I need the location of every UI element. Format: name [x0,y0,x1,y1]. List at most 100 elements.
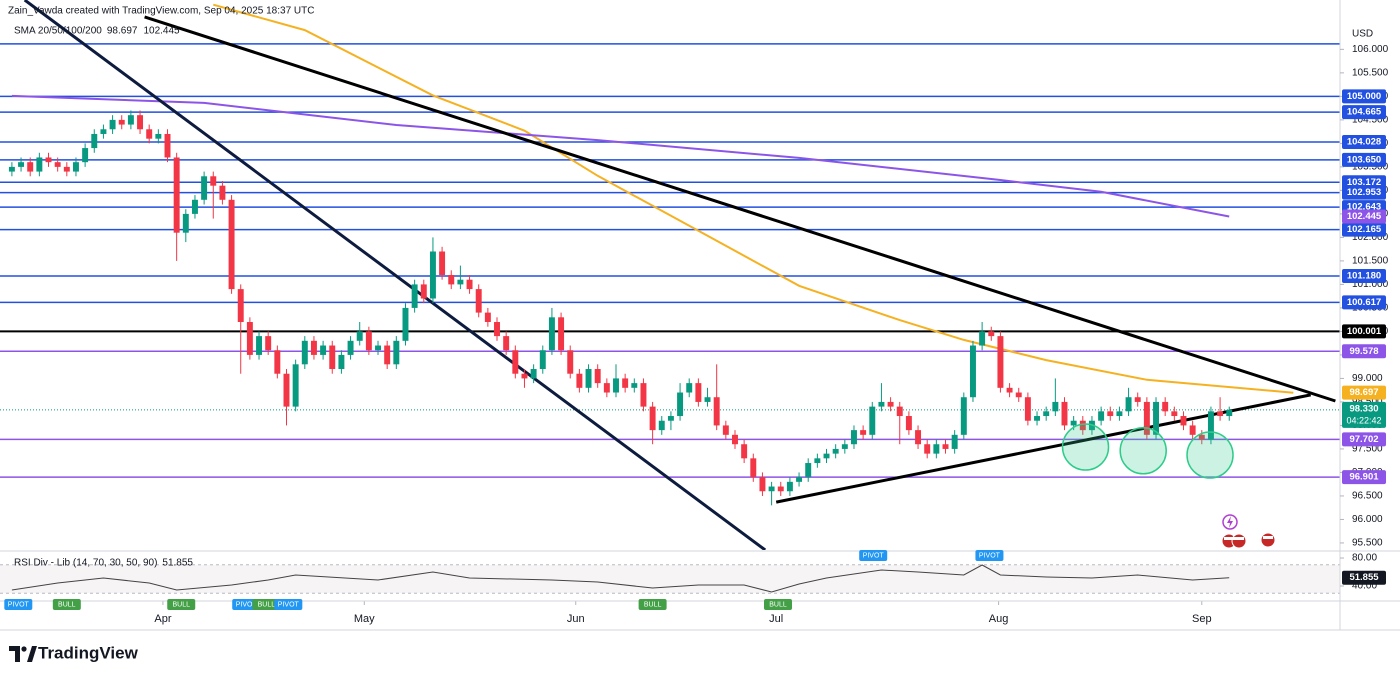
y-tick-label: 104.500 [1352,115,1389,126]
level-tag: 100.617 [1347,297,1381,308]
sma-tag: 98.697 [1349,387,1378,398]
rsi-tag: 51.855 [1349,572,1379,583]
candle-body [210,176,217,186]
logo-mark [21,646,27,652]
event-icon [1224,537,1234,540]
level-tag: 104.665 [1347,107,1382,118]
candle-body [494,322,500,337]
candle-body [704,397,711,402]
candle-body [8,166,15,172]
candle-body [732,434,738,445]
signal-badge [252,599,281,610]
candle-body [484,312,491,323]
candle-body [622,378,629,388]
candle-body [18,162,25,167]
candle-body [274,350,281,374]
candle-body [585,369,592,388]
candle-body [805,463,812,478]
candle-body [118,119,125,125]
candle-body [887,401,894,407]
candle-body [613,378,619,393]
signal-label: PIVOT [979,552,1001,559]
signal-badge [52,599,81,610]
y-tick-label: 95.500 [1352,538,1383,549]
candle-body [631,383,638,388]
candle-body [91,133,98,149]
level-tag-bg [1342,105,1386,120]
candle-body [384,345,391,365]
rsi-line [11,564,1230,593]
candle-body [146,129,153,139]
trend-line [23,0,767,550]
signal-badge [4,599,33,610]
level-tag-bg [1342,432,1386,447]
sma-line [11,94,1230,218]
x-tick-label: Jul [769,613,783,625]
candle-body [237,289,244,323]
candle-body [860,430,867,435]
level-tag-bg [1342,222,1386,237]
candle-body [1226,409,1233,417]
level-tag-bg [1342,268,1386,283]
sma-tag: 102.445 [1347,211,1382,222]
candle-body [72,162,79,172]
rsi-tick-label: 80.00 [1352,553,1377,564]
candle-body [1107,411,1114,417]
candle-body [402,307,409,341]
level-tag: 100.001 [1347,326,1382,337]
candle-body [63,166,70,172]
signal-label: PIVOT [863,552,885,559]
candle-body [182,213,189,233]
event-icon [1231,533,1247,549]
sma-tag-bg [1342,209,1386,224]
level-tag: 105.000 [1347,91,1381,102]
y-tick-label: 101.500 [1352,256,1389,267]
candle-body [979,331,986,346]
candle-body [27,162,34,172]
level-tag: 96.901 [1349,472,1379,483]
trend-line [144,15,1336,403]
candle-body [924,444,931,454]
candle-body [310,340,317,355]
candle-body [411,284,418,308]
candle-body [320,345,327,355]
candle-body [951,434,958,449]
candle-body [137,115,144,130]
candle-body [741,444,748,459]
event-icon [1227,516,1233,528]
level-tag: 102.165 [1347,224,1382,235]
brand-logo: TradingView [9,643,139,662]
candle-body [82,148,89,163]
signal-badge [975,550,1004,561]
candle-body [1116,411,1123,417]
candle-body [667,416,674,421]
candle-body [1015,392,1022,398]
signals: PIVOT BULL BULL PIVOT BULL PIVOT BULL BULLPIVOT… [4,550,1004,610]
level-tag: 97.702 [1349,434,1378,445]
candle-body [1125,397,1132,412]
rsi-pane [0,564,1340,594]
price-tags: 105.000 104.665 104.028 103.650 103.172102.9… [1342,89,1386,585]
candle-body [45,157,52,163]
candle-body [54,162,61,167]
candle-body [1207,411,1214,440]
candle-body [256,336,263,355]
candle-body [960,397,967,435]
candle-body [695,383,702,402]
candle-body [1052,401,1059,412]
candle-body [786,481,793,492]
level-tag-bg [1342,135,1386,150]
candle-body [521,373,528,379]
last-price-tag: 98.330 [1349,403,1378,414]
y-tick-label: 106.000 [1352,44,1389,55]
event-icon [1234,537,1244,540]
candle-body [375,345,381,351]
candle-body [219,185,226,200]
candle-body [558,317,565,351]
signal-badge [638,599,667,610]
candle-body [576,373,583,388]
candle-body [686,383,693,393]
logo-mark [9,646,20,662]
candle-body [823,453,830,459]
